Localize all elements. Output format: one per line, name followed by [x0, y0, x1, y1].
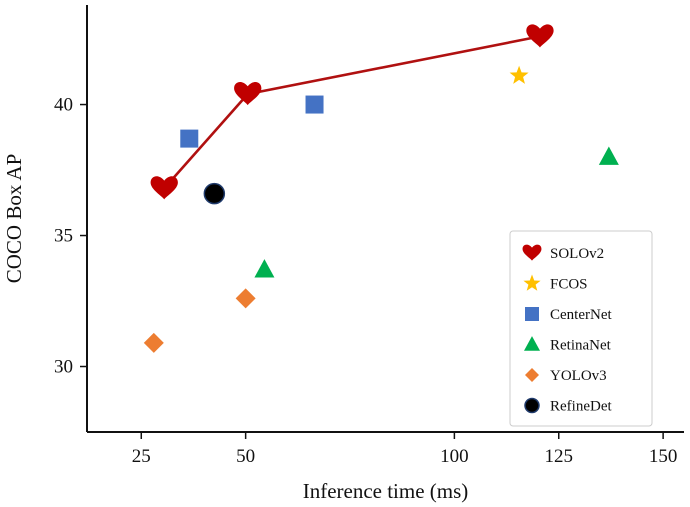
retinanet-point	[598, 146, 619, 165]
x-tick-label: 50	[236, 446, 255, 467]
axes	[86, 5, 684, 433]
legend-label: FCOS	[550, 277, 588, 293]
legend-fcos-marker	[523, 274, 541, 291]
fcos-point	[509, 65, 529, 84]
retinanet-point	[254, 259, 275, 278]
y-tick-label: 40	[54, 95, 73, 116]
y-tick-label: 35	[54, 226, 73, 247]
y-axis-title: COCO Box AP	[2, 154, 26, 284]
centernet-point	[305, 95, 324, 114]
legend-label: RefineDet	[550, 399, 612, 415]
x-tick-label: 150	[649, 446, 678, 467]
legend-centernet-marker	[525, 307, 539, 321]
legend-label: CenterNet	[550, 307, 612, 323]
solov2-point	[234, 81, 262, 106]
refinedet-point	[203, 182, 226, 205]
x-tick-label: 125	[545, 446, 574, 467]
solov2-point	[150, 176, 178, 200]
yolov3-point	[235, 288, 256, 309]
legend-refinedet-marker	[524, 397, 540, 414]
centernet-point	[180, 129, 199, 148]
solov2-line	[163, 35, 541, 190]
x-tick-label: 25	[132, 446, 151, 467]
legend-label: YOLOv3	[550, 368, 607, 384]
legend-label: SOLOv2	[550, 246, 604, 262]
legend-yolov3-marker	[525, 368, 539, 382]
yolov3-point	[143, 332, 164, 353]
legend: SOLOv2 FCOS CenterNet RetinaNet YOLOv3 Refine…	[509, 230, 653, 427]
x-tick-label: 100	[440, 446, 469, 467]
y-tick-label: 30	[54, 357, 73, 378]
legend-solov2-marker	[522, 244, 542, 261]
legend-box	[509, 230, 653, 427]
ticks: 25 50 100 125 150 30 35 40	[54, 95, 677, 467]
legend-label: RetinaNet	[550, 338, 612, 354]
markers	[143, 24, 619, 353]
solov2-point	[526, 24, 554, 48]
series-lines	[163, 35, 541, 190]
x-axis-title: Inference time (ms)	[303, 479, 469, 503]
legend-retinanet-marker	[524, 336, 540, 351]
